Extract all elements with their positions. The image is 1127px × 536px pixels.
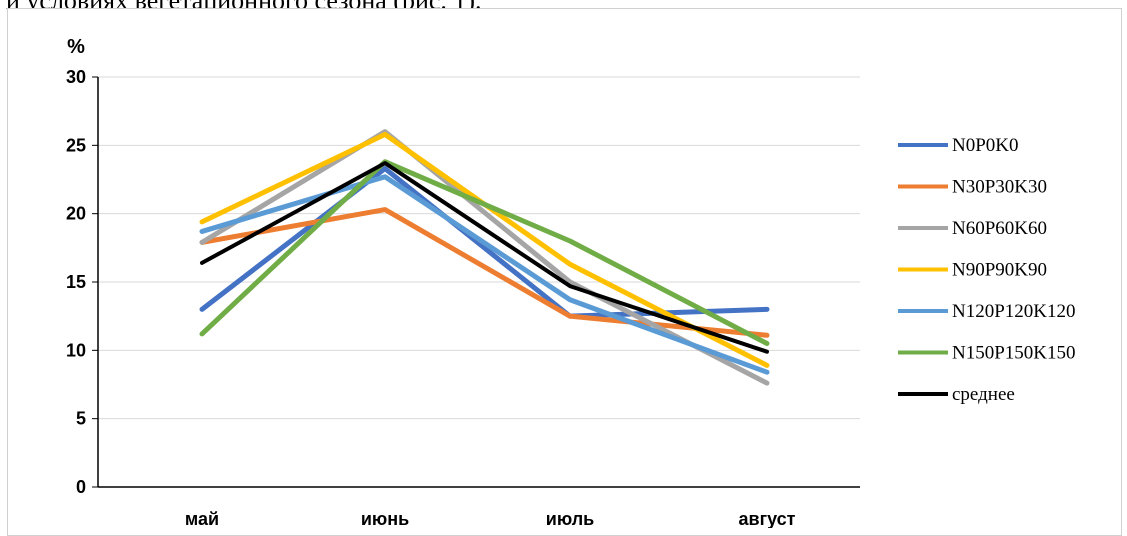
series-line	[200, 161, 769, 354]
x-tick-label: май	[185, 509, 219, 528]
legend-label: N150P150K150	[952, 343, 1076, 364]
y-tick-label: 25	[66, 135, 86, 155]
y-axis-label: %	[67, 36, 85, 58]
series-line	[199, 129, 770, 386]
x-tick-label: июнь	[361, 509, 409, 528]
y-tick-label: 20	[66, 204, 86, 224]
legend-label: N30P30K30	[952, 177, 1047, 198]
legend-label: N90P90K90	[952, 260, 1047, 281]
x-tick-label: июль	[546, 509, 595, 528]
y-tick-label: 10	[66, 340, 86, 360]
series-line	[199, 174, 770, 375]
y-tick-label: 5	[76, 409, 86, 429]
y-tick-label: 0	[76, 477, 86, 497]
legend-label: N60P60K60	[952, 218, 1047, 239]
x-tick-label: август	[739, 509, 796, 528]
y-tick-label: 30	[66, 67, 86, 87]
series-line	[199, 159, 770, 346]
chart-frame	[7, 8, 1122, 536]
legend-label: среднее	[952, 384, 1015, 405]
y-tick-label: 15	[66, 272, 86, 292]
legend-label: N0P0K0	[952, 135, 1019, 156]
legend-label: N120P120K120	[952, 301, 1076, 322]
series-line	[199, 207, 770, 338]
